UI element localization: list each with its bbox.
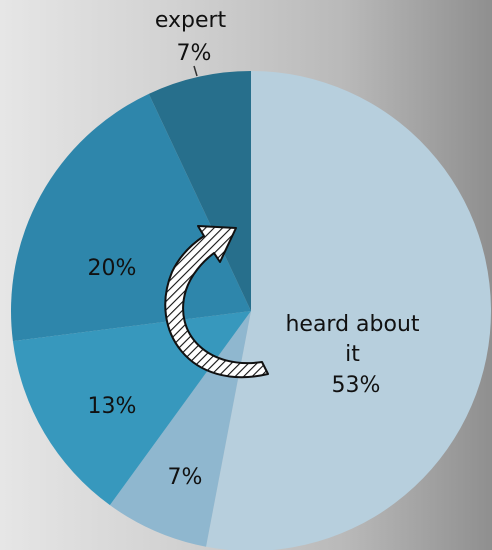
data-labels: heard about it 53% 7% 13% 20% expert 7% [88,8,426,490]
slice-label-heard-about-it: heard about it 53% [285,312,426,398]
slice-label-20-percent: 20% [88,256,137,281]
pie-slices [10,71,491,550]
slice-label-7-percent: 7% [168,465,203,490]
pie-slice-heard-about-it [206,71,491,550]
curved-arrow-icon [164,225,269,379]
leader-lines [193,65,198,77]
slice-label-13-percent: 13% [88,394,137,419]
leader-line-expert [193,65,198,77]
slice-label-expert: expert 7% [155,8,233,66]
